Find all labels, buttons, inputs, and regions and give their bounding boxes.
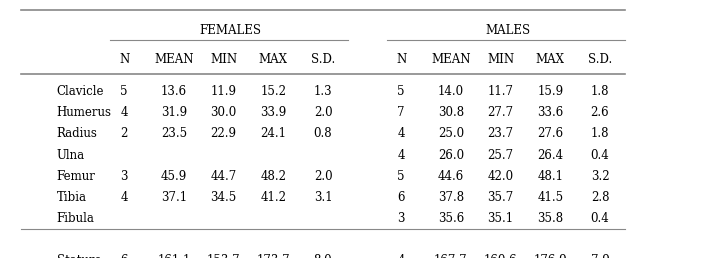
- Text: 3.1: 3.1: [314, 191, 332, 204]
- Text: MIN: MIN: [487, 53, 514, 66]
- Text: 5: 5: [398, 85, 405, 98]
- Text: 161.1: 161.1: [157, 254, 191, 258]
- Text: 42.0: 42.0: [488, 170, 513, 183]
- Text: 2.8: 2.8: [591, 191, 609, 204]
- Text: 31.9: 31.9: [161, 106, 187, 119]
- Text: 1.3: 1.3: [314, 85, 332, 98]
- Text: 5: 5: [121, 85, 128, 98]
- Text: 153.7: 153.7: [207, 254, 241, 258]
- Text: 2.0: 2.0: [314, 106, 332, 119]
- Text: 2.0: 2.0: [314, 170, 332, 183]
- Text: 15.9: 15.9: [537, 85, 563, 98]
- Text: MALES: MALES: [485, 25, 530, 37]
- Text: 173.7: 173.7: [256, 254, 290, 258]
- Text: FEMALES: FEMALES: [200, 25, 262, 37]
- Text: MEAN: MEAN: [431, 53, 471, 66]
- Text: 44.7: 44.7: [211, 170, 236, 183]
- Text: MEAN: MEAN: [154, 53, 194, 66]
- Text: S.D.: S.D.: [311, 53, 335, 66]
- Text: 167.7: 167.7: [434, 254, 468, 258]
- Text: 48.1: 48.1: [537, 170, 563, 183]
- Text: Femur: Femur: [57, 170, 96, 183]
- Text: 45.9: 45.9: [161, 170, 187, 183]
- Text: 1.8: 1.8: [591, 85, 609, 98]
- Text: 4: 4: [398, 254, 405, 258]
- Text: 6: 6: [121, 254, 128, 258]
- Text: Ulna: Ulna: [57, 149, 85, 162]
- Text: MAX: MAX: [536, 53, 564, 66]
- Text: 23.5: 23.5: [161, 127, 187, 140]
- Text: 4: 4: [398, 149, 405, 162]
- Text: 35.6: 35.6: [438, 212, 464, 225]
- Text: 35.1: 35.1: [488, 212, 513, 225]
- Text: 0.8: 0.8: [314, 127, 332, 140]
- Text: 11.9: 11.9: [211, 85, 236, 98]
- Text: 176.9: 176.9: [533, 254, 567, 258]
- Text: 34.5: 34.5: [211, 191, 236, 204]
- Text: MAX: MAX: [259, 53, 288, 66]
- Text: 41.2: 41.2: [261, 191, 286, 204]
- Text: 44.6: 44.6: [438, 170, 464, 183]
- Text: S.D.: S.D.: [588, 53, 612, 66]
- Text: 37.8: 37.8: [438, 191, 464, 204]
- Text: 41.5: 41.5: [537, 191, 563, 204]
- Text: Humerus: Humerus: [57, 106, 111, 119]
- Text: 33.9: 33.9: [261, 106, 286, 119]
- Text: 35.7: 35.7: [488, 191, 513, 204]
- Text: 22.9: 22.9: [211, 127, 236, 140]
- Text: 25.7: 25.7: [488, 149, 513, 162]
- Text: 3: 3: [121, 170, 128, 183]
- Text: 30.0: 30.0: [211, 106, 236, 119]
- Text: 35.8: 35.8: [537, 212, 563, 225]
- Text: 25.0: 25.0: [438, 127, 464, 140]
- Text: Fibula: Fibula: [57, 212, 94, 225]
- Text: 27.6: 27.6: [537, 127, 563, 140]
- Text: N: N: [396, 53, 406, 66]
- Text: 2.6: 2.6: [591, 106, 609, 119]
- Text: 160.6: 160.6: [484, 254, 518, 258]
- Text: Clavicle: Clavicle: [57, 85, 104, 98]
- Text: 7: 7: [398, 106, 405, 119]
- Text: 2: 2: [121, 127, 128, 140]
- Text: Radius: Radius: [57, 127, 98, 140]
- Text: Stature: Stature: [57, 254, 102, 258]
- Text: 37.1: 37.1: [161, 191, 187, 204]
- Text: Tibia: Tibia: [57, 191, 87, 204]
- Text: 0.4: 0.4: [591, 212, 609, 225]
- Text: 5: 5: [398, 170, 405, 183]
- Text: 30.8: 30.8: [438, 106, 464, 119]
- Text: 11.7: 11.7: [488, 85, 513, 98]
- Text: 4: 4: [398, 127, 405, 140]
- Text: 33.6: 33.6: [537, 106, 563, 119]
- Text: 8.0: 8.0: [314, 254, 332, 258]
- Text: 27.7: 27.7: [488, 106, 513, 119]
- Text: MIN: MIN: [210, 53, 237, 66]
- Text: 3: 3: [398, 212, 405, 225]
- Text: 4: 4: [121, 191, 128, 204]
- Text: 6: 6: [398, 191, 405, 204]
- Text: 1.8: 1.8: [591, 127, 609, 140]
- Text: 26.0: 26.0: [438, 149, 464, 162]
- Text: 23.7: 23.7: [488, 127, 513, 140]
- Text: 3.2: 3.2: [591, 170, 609, 183]
- Text: 48.2: 48.2: [261, 170, 286, 183]
- Text: N: N: [119, 53, 129, 66]
- Text: 24.1: 24.1: [261, 127, 286, 140]
- Text: 26.4: 26.4: [537, 149, 563, 162]
- Text: 4: 4: [121, 106, 128, 119]
- Text: 13.6: 13.6: [161, 85, 187, 98]
- Text: 14.0: 14.0: [438, 85, 464, 98]
- Text: 0.4: 0.4: [591, 149, 609, 162]
- Text: 15.2: 15.2: [261, 85, 286, 98]
- Text: 7.9: 7.9: [591, 254, 609, 258]
